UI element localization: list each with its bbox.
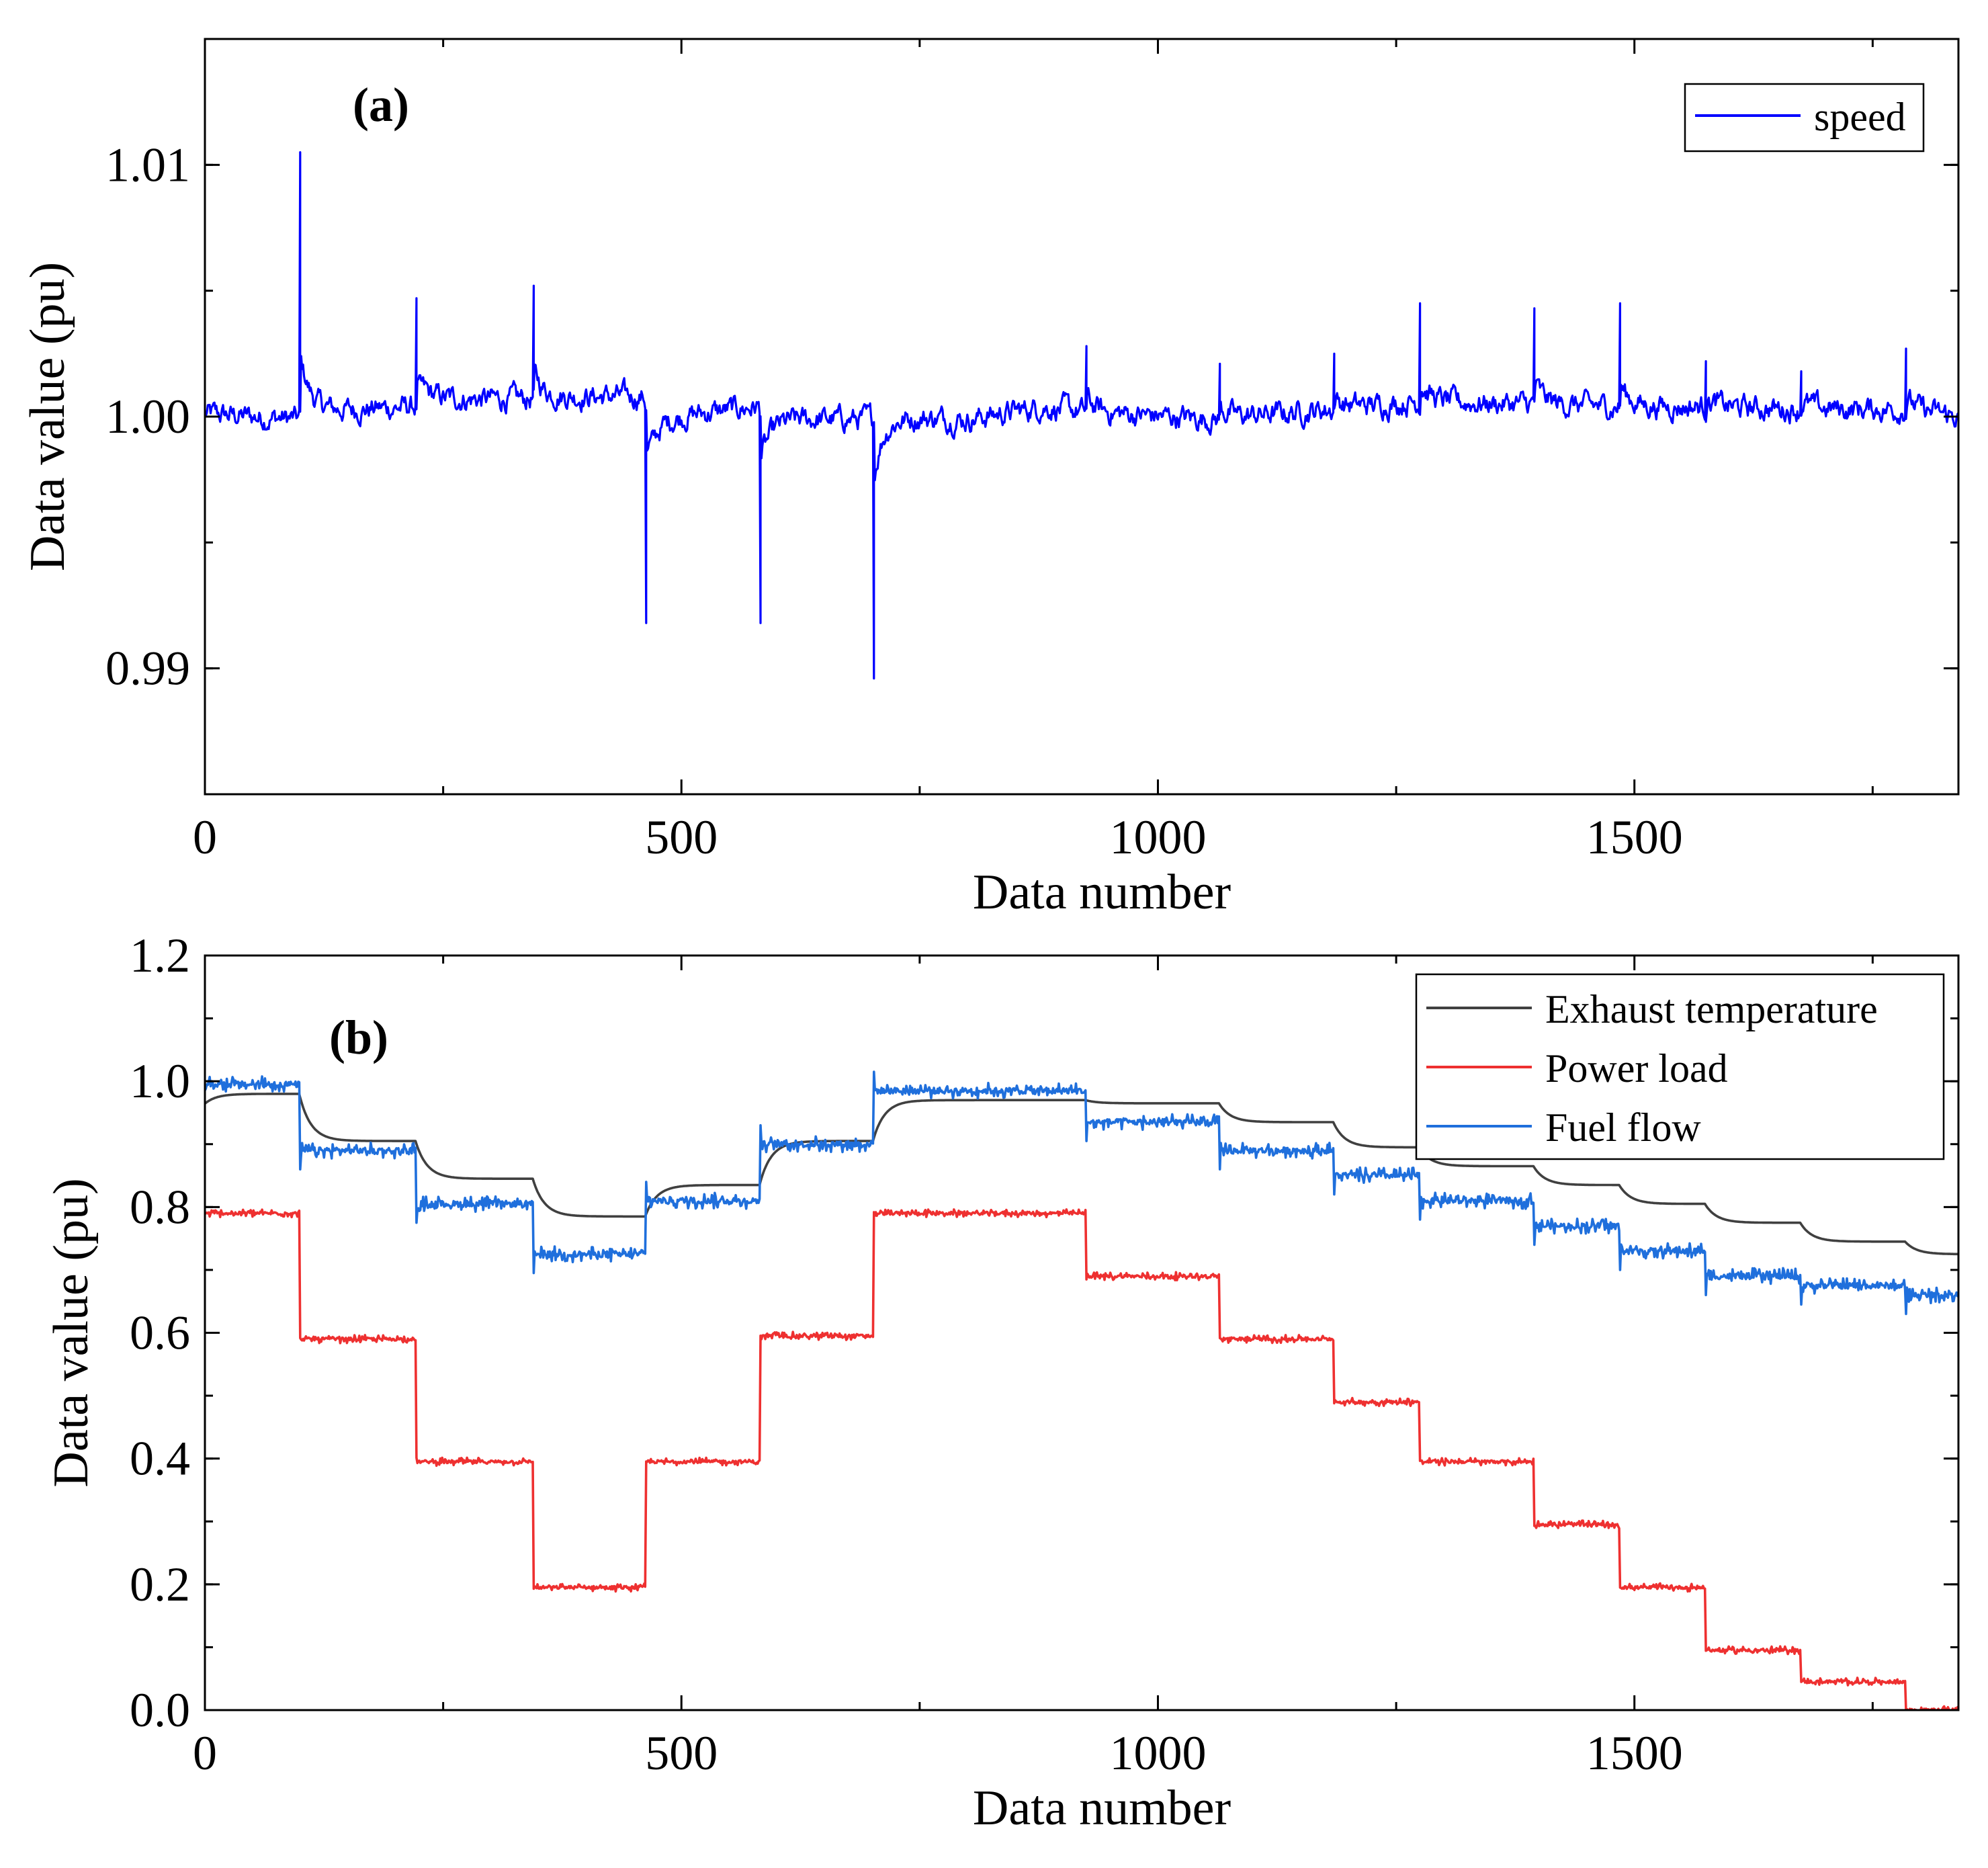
- chart-panel-b: 0 500 1000 1500 0.0 0.2 0.4 0.6 0.8 1.0 1.2 Data nu…: [44, 929, 1960, 1836]
- y-tick-label: 1.2: [130, 929, 190, 982]
- y-tick-label: 1.00: [105, 390, 190, 443]
- x-tick-label: 1500: [1586, 1726, 1683, 1780]
- y-axis-title: Data value (pu): [20, 262, 75, 571]
- x-tick-label: 1000: [1109, 810, 1206, 864]
- legend-label: Fuel flow: [1545, 1105, 1701, 1150]
- legend: speed: [1684, 83, 1925, 153]
- y-axis-title: Data value (pu): [44, 1178, 99, 1487]
- y-tick-label: 0.8: [130, 1180, 190, 1234]
- series-line-fuel-flow: [205, 1070, 1958, 1316]
- series-line-speed: [205, 151, 1958, 680]
- y-tick-label: 0.99: [105, 642, 190, 695]
- panel-label: (b): [329, 1011, 388, 1064]
- series-line-exhaust-temperature: [205, 1093, 1958, 1256]
- series-line-power-load: [205, 1208, 1958, 1710]
- x-tick-label: 1500: [1586, 810, 1683, 864]
- legend-box: [1684, 83, 1925, 153]
- series-group: [205, 1070, 1958, 1710]
- x-axis-title: Data number: [973, 1781, 1231, 1836]
- legend: Exhaust temperature Power load Fuel flow: [1415, 973, 1945, 1160]
- x-tick-label: 1000: [1109, 1726, 1206, 1780]
- chart-panel-a: 0 500 1000 1500 0.99 1.00 1.01 Data number Data …: [20, 38, 1960, 920]
- legend-label: speed: [1814, 95, 1906, 139]
- x-tick-label: 500: [645, 1726, 718, 1780]
- y-tick-label: 0.0: [130, 1683, 190, 1737]
- plot-frame: [204, 38, 1960, 796]
- x-tick-label: 0: [193, 1726, 217, 1780]
- x-axis-title: Data number: [973, 865, 1231, 920]
- y-tick-label: 0.4: [130, 1432, 190, 1486]
- panel-label: (a): [353, 78, 409, 132]
- y-tick-label: 0.2: [130, 1558, 190, 1611]
- legend-label: Power load: [1545, 1046, 1728, 1091]
- y-tick-label: 1.01: [105, 138, 190, 192]
- legend-label: Exhaust temperature: [1545, 987, 1878, 1031]
- x-tick-label: 500: [645, 810, 718, 864]
- x-tick-label: 0: [193, 810, 217, 864]
- y-tick-label: 0.6: [130, 1306, 190, 1360]
- series-group: [205, 151, 1958, 680]
- y-tick-label: 1.0: [130, 1054, 190, 1108]
